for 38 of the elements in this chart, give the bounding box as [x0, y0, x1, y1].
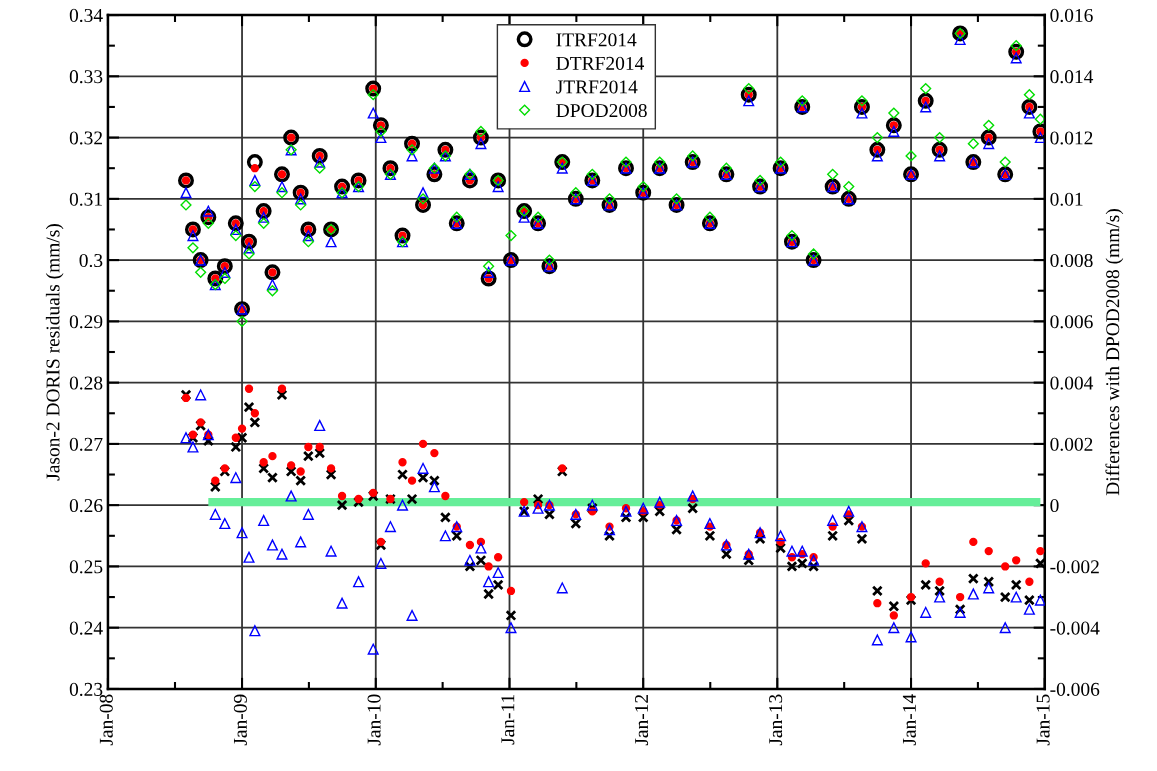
y2-axis-title: Differences with DPOD2008 (mm/s) — [1105, 209, 1124, 496]
legend-label: JTRF2014 — [556, 80, 638, 94]
x-tick-label: Jan-10 — [367, 694, 381, 746]
y2-tick-label: 0.012 — [1050, 131, 1093, 145]
x-tick-label: Jan-09 — [233, 694, 247, 746]
y2-tick-label: 0.002 — [1050, 437, 1093, 451]
y2-tick-label: 0.004 — [1050, 376, 1094, 390]
y-axis-title: Jason-2 DORIS residuals (mm/s) — [45, 224, 64, 481]
x-tick-label: Jan-11 — [501, 694, 515, 745]
y-tick-label: 0.29 — [69, 315, 103, 329]
y2-tick-label: 0 — [1050, 498, 1059, 513]
y2-tick-label: 0.01 — [1050, 192, 1083, 206]
x-tick-label: Jan-14 — [902, 694, 916, 746]
x-tick-label: Jan-12 — [635, 694, 649, 746]
legend-label: ITRF2014 — [556, 33, 637, 47]
y-tick-label: 0.25 — [69, 560, 103, 574]
y-tick-label: 0.27 — [69, 437, 103, 451]
y-tick-label: 0.32 — [69, 131, 103, 145]
y2-tick-label: 0.006 — [1050, 315, 1093, 329]
y-tick-label: 0.3 — [79, 253, 103, 268]
y-tick-label: 0.26 — [69, 498, 103, 513]
y-tick-label: 0.24 — [69, 621, 103, 635]
x-tick-label: Jan-15 — [1036, 694, 1050, 746]
x-tick-label: Jan-08 — [99, 694, 113, 746]
y-tick-label: 0.34 — [69, 8, 103, 23]
y2-tick-label: -0.002 — [1050, 560, 1099, 574]
y-tick-label: 0.28 — [69, 376, 103, 390]
y-tick-label: 0.33 — [69, 70, 103, 84]
legend-label: DPOD2008 — [556, 103, 647, 118]
legend-label: DTRF2014 — [556, 56, 645, 70]
y2-tick-label: 0.014 — [1050, 70, 1094, 84]
y2-tick-label: 0.008 — [1050, 253, 1093, 268]
y2-tick-label: -0.006 — [1050, 682, 1100, 696]
y-tick-label: 0.23 — [69, 682, 103, 696]
x-tick-label: Jan-13 — [769, 694, 783, 746]
y-tick-label: 0.31 — [69, 192, 102, 206]
y2-tick-label: 0.016 — [1050, 8, 1093, 23]
y2-tick-label: -0.004 — [1050, 621, 1100, 635]
